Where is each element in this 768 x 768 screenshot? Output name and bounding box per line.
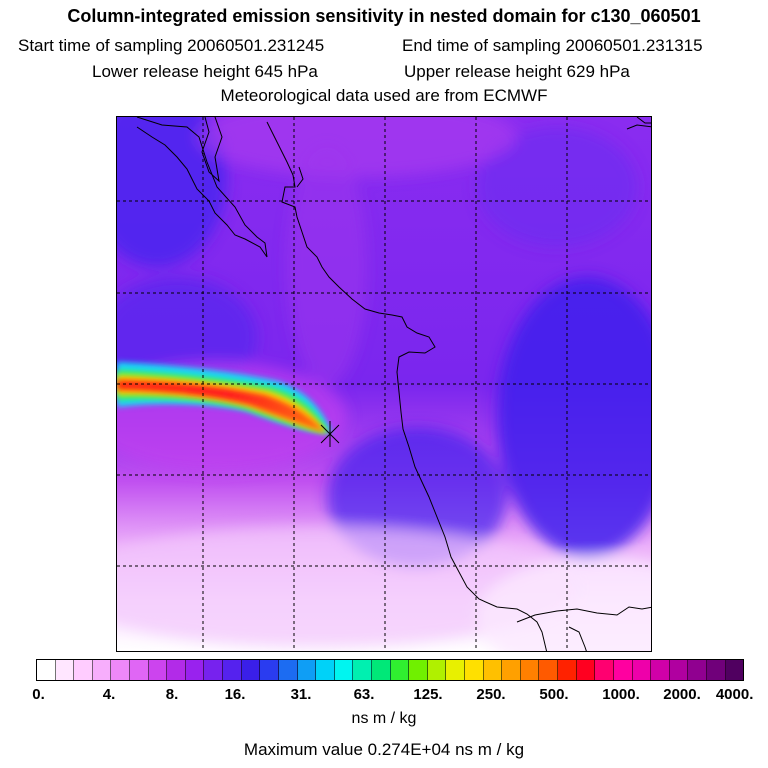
colorbar-cell-11 [241,660,261,680]
colorbar-tick-label: 0. [32,686,45,703]
colorbar-cell-7 [167,660,186,680]
colorbar-cell-1 [55,660,75,680]
colorbar-cell-10 [223,660,242,680]
colorbar-tick-label: 8. [165,686,179,703]
purple-band-north [197,117,517,177]
sampling-end-label: End time of sampling 20060501.231315 [402,36,703,55]
colorbar [36,659,744,681]
low-sensitivity-patches [117,117,651,651]
colorbar-cell-18 [371,660,391,680]
colorbar-cell-5 [130,660,149,680]
maximum-value-label: Maximum value 0.274E+04 ns m / kg [243,740,525,759]
purple-band-ridge [287,147,367,387]
colorbar-cell-25 [502,660,521,680]
blue-patch-northeast [477,127,637,247]
colorbar-tick-label: 31. [290,686,312,703]
colorbar-tick-label: 4. [102,686,116,703]
gulf-of-mexico-coast [296,166,304,188]
colorbar-cell-9 [204,660,224,680]
release-point-icon [320,421,340,447]
colorbar-cell-8 [185,660,205,680]
colorbar-cell-23 [465,660,484,680]
colorbar-cell-32 [632,660,652,680]
colorbar-cell-3 [92,660,112,680]
upper-release-height-label: Upper release height 629 hPa [404,62,630,81]
meteorological-data-label: Meteorological data used are from ECMWF [220,86,548,105]
colorbar-cell-34 [669,660,689,680]
colorbar-cell-30 [595,660,614,680]
lower-release-height-label: Lower release height 645 hPa [92,62,318,81]
map-title: Column-integrated emission sensitivity i… [67,6,701,26]
colorbar-tick-label: 4000. [715,686,754,703]
colorbar-cell-27 [539,660,559,680]
plume-core [117,380,325,432]
colorbar-cell-35 [688,660,707,680]
colorbar-cell-33 [651,660,670,680]
colorbar-cell-31 [613,660,633,680]
colorbar-unit: ns m / kg [351,710,417,727]
colorbar-cell-12 [260,660,279,680]
colorbar-tick-label: 63. [353,686,375,703]
colorbar-cell-15 [316,660,335,680]
blue-patch-northwest [117,117,227,267]
colorbar-cell-29 [576,660,596,680]
sampling-start-label: Start time of sampling 20060501.231245 [18,36,325,55]
colorbar-cell-0 [37,660,56,680]
colorbar-cell-22 [446,660,466,680]
sensitivity-map [116,116,652,652]
colorbar-cell-24 [483,660,503,680]
colorbar-cell-2 [74,660,93,680]
colorbar-cell-20 [409,660,428,680]
blue-patch-east [497,277,651,557]
colorbar-cell-19 [390,660,410,680]
caribbean-coast [568,626,587,651]
coastlines [136,117,651,651]
southeast-fade [477,557,651,651]
cuba-coast [626,124,651,130]
colorbar-cell-36 [706,660,726,680]
colorbar-cell-13 [278,660,298,680]
emission-plume [117,362,332,433]
colorbar-cell-4 [111,660,131,680]
yucatan-coast [516,606,651,623]
colorbar-cell-28 [558,660,577,680]
mainland-pacific-coast [266,121,548,651]
baja-california-coast [136,117,268,258]
colorbar-cell-26 [520,660,540,680]
colorbar-cell-6 [148,660,168,680]
colorbar-tick-label: 1000. [602,686,640,703]
colorbar-cell-17 [353,660,372,680]
colorbar-cell-14 [297,660,317,680]
map-grid [117,117,651,651]
gulf-of-california-coast [201,117,223,183]
colorbar-cell-21 [427,660,447,680]
bahamas-coast [636,117,651,124]
colorbar-tick-label: 500. [539,686,569,703]
colorbar-tick-label: 16. [224,686,246,703]
colorbar-cell-37 [725,660,744,680]
sensitivity-map-svg [117,117,651,651]
colorbar-tick-label: 125. [413,686,443,703]
colorbar-tick-label: 2000. [663,686,701,703]
colorbar-tick-label: 250. [476,686,506,703]
southern-fade [117,527,577,647]
colorbar-cell-16 [334,660,354,680]
